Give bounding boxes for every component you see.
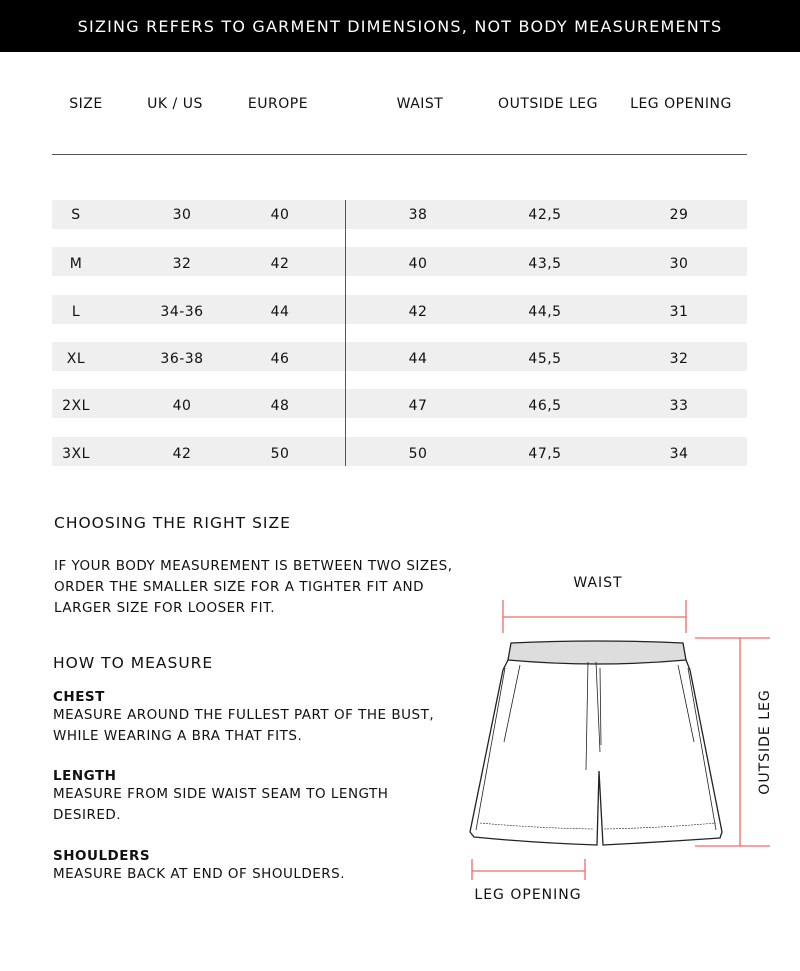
cell-size: L	[71, 304, 81, 320]
cell-waist: 44	[408, 351, 428, 367]
line: DESIRED.	[53, 807, 122, 823]
cell-outside-leg: 45,5	[528, 351, 562, 367]
item-title: CHEST	[53, 689, 105, 705]
header-europe: EUROPE	[247, 96, 309, 112]
cell-size: M	[69, 256, 83, 272]
header-uk-us: UK / US	[147, 96, 203, 112]
cell-leg-opening: 29	[669, 207, 689, 223]
shorts-icon	[469, 640, 723, 846]
cell-size: 3XL	[62, 446, 90, 462]
cell-europe: 42	[270, 256, 290, 272]
cell-uk-us: 40	[172, 398, 192, 414]
choosing-text: IF YOUR BODY MEASUREMENT IS BETWEEN TWO …	[54, 556, 453, 619]
line: MEASURE BACK AT END OF SHOULDERS.	[53, 866, 346, 882]
cell-europe: 50	[270, 446, 290, 462]
cell-europe: 40	[270, 207, 290, 223]
cell-europe: 48	[270, 398, 290, 414]
item-title: LENGTH	[53, 768, 117, 784]
measure-chest: CHEST MEASURE AROUND THE FULLEST PART OF…	[53, 689, 434, 747]
cell-leg-opening: 34	[669, 446, 689, 462]
line: LARGER SIZE FOR LOOSER FIT.	[54, 600, 276, 616]
header-size: SIZE	[69, 96, 103, 112]
table-row	[52, 389, 747, 418]
leg-opening-label: LEG OPENING	[474, 887, 582, 903]
line: ORDER THE SMALLER SIZE FOR A TIGHTER FIT…	[54, 579, 425, 595]
cell-waist: 38	[408, 207, 428, 223]
cell-europe: 46	[270, 351, 290, 367]
cell-leg-opening: 33	[669, 398, 689, 414]
cell-waist: 47	[408, 398, 428, 414]
cell-outside-leg: 46,5	[528, 398, 562, 414]
cell-waist: 50	[408, 446, 428, 462]
column-divider	[345, 200, 346, 466]
choosing-title: CHOOSING THE RIGHT SIZE	[54, 514, 291, 532]
cell-size: S	[71, 207, 81, 223]
line: MEASURE AROUND THE FULLEST PART OF THE B…	[53, 707, 435, 723]
line: WHILE WEARING A BRA THAT FITS.	[53, 728, 303, 744]
cell-outside-leg: 47,5	[528, 446, 562, 462]
header-waist: WAIST	[396, 96, 444, 112]
cell-outside-leg: 43,5	[528, 256, 562, 272]
cell-size: 2XL	[62, 398, 90, 414]
table-row	[52, 247, 747, 276]
cell-leg-opening: 31	[669, 304, 689, 320]
cell-uk-us: 30	[172, 207, 192, 223]
cell-uk-us: 36-38	[160, 351, 204, 367]
line: MEASURE FROM SIDE WAIST SEAM TO LENGTH	[53, 786, 389, 802]
cell-leg-opening: 30	[669, 256, 689, 272]
cell-waist: 40	[408, 256, 428, 272]
measure-shoulders: SHOULDERS MEASURE BACK AT END OF SHOULDE…	[53, 848, 345, 885]
measure-length: LENGTH MEASURE FROM SIDE WAIST SEAM TO L…	[53, 768, 388, 826]
item-title: SHOULDERS	[53, 848, 151, 864]
header-outside-leg: OUTSIDE LEG	[498, 96, 598, 112]
table-row	[52, 200, 747, 229]
cell-uk-us: 34-36	[160, 304, 204, 320]
cell-uk-us: 32	[172, 256, 192, 272]
cell-size: XL	[66, 351, 86, 367]
banner: SIZING REFERS TO GARMENT DIMENSIONS, NOT…	[0, 0, 800, 52]
cell-waist: 42	[408, 304, 428, 320]
table-row	[52, 295, 747, 324]
cell-leg-opening: 32	[669, 351, 689, 367]
line: IF YOUR BODY MEASUREMENT IS BETWEEN TWO …	[54, 558, 453, 574]
cell-outside-leg: 42,5	[528, 207, 562, 223]
waist-label: WAIST	[573, 575, 623, 591]
table-row	[52, 342, 747, 371]
cell-uk-us: 42	[172, 446, 192, 462]
table-row	[52, 437, 747, 466]
cell-europe: 44	[270, 304, 290, 320]
header-divider	[52, 154, 747, 155]
measurement-markers	[471, 600, 770, 880]
cell-outside-leg: 44,5	[528, 304, 562, 320]
how-title: HOW TO MEASURE	[53, 654, 214, 672]
header-leg-opening: LEG OPENING	[630, 96, 732, 112]
